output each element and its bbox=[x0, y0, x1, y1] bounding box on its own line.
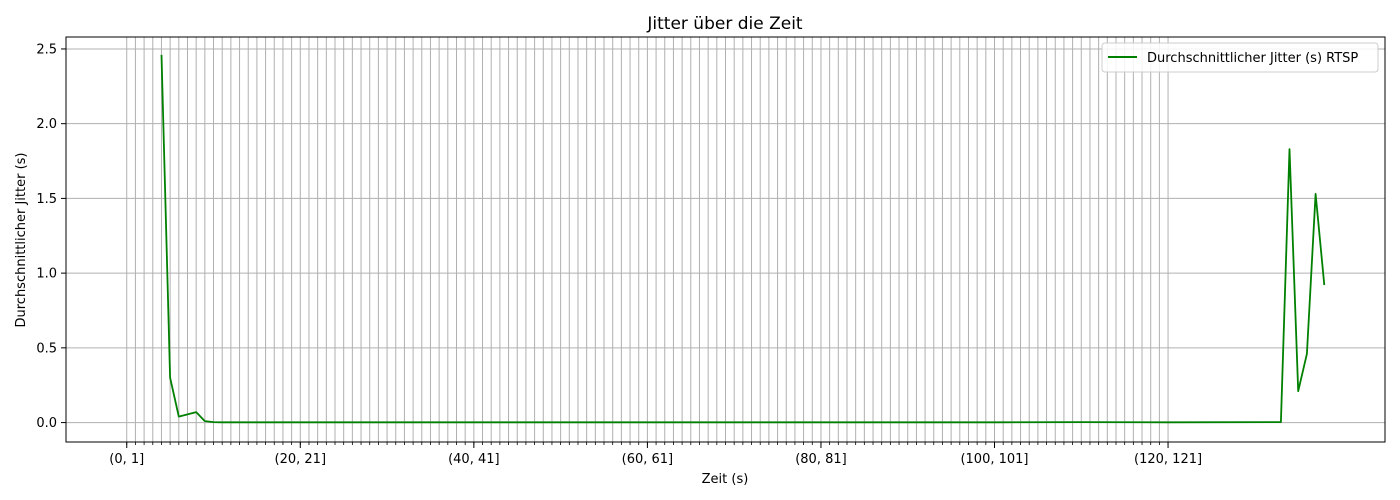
legend: Durchschnittlicher Jitter (s) RTSP bbox=[1101, 42, 1379, 73]
x-tick-label: (0, 1] bbox=[109, 452, 144, 467]
y-axis-ticks: 0.0 0.5 1.0 1.5 2.0 2.5 bbox=[36, 42, 66, 431]
y-axis-label: Durchschnittlicher Jitter (s) bbox=[14, 152, 29, 327]
y-tick-label: 2.0 bbox=[36, 117, 57, 132]
y-tick-label: 1.0 bbox=[36, 267, 57, 282]
x-axis-ticks: (0, 1] (20, 21] (40, 41] (60, 61] (80, 81] (1… bbox=[109, 442, 1202, 467]
x-tick-label: (100, 101] bbox=[960, 452, 1028, 467]
x-tick-label: (60, 61] bbox=[622, 452, 674, 467]
x-tick-label: (20, 21] bbox=[275, 452, 327, 467]
x-axis-label: Zeit (s) bbox=[702, 472, 749, 487]
series-line bbox=[160, 54, 1326, 424]
x-tick-label: (40, 41] bbox=[448, 452, 500, 467]
vertical-gridlines bbox=[126, 37, 1169, 442]
x-tick-label: (80, 81] bbox=[795, 452, 847, 467]
y-tick-label: 0.0 bbox=[36, 416, 57, 431]
y-tick-label: 1.5 bbox=[36, 192, 57, 207]
chart-title: Jitter über die Zeit bbox=[646, 14, 803, 34]
legend-box bbox=[1101, 42, 1379, 73]
y-tick-label: 0.5 bbox=[36, 341, 57, 356]
series-layer bbox=[160, 54, 1326, 424]
legend-label: Durchschnittlicher Jitter (s) RTSP bbox=[1147, 51, 1358, 66]
x-tick-label: (120, 121] bbox=[1134, 452, 1202, 467]
y-tick-label: 2.5 bbox=[36, 42, 57, 57]
